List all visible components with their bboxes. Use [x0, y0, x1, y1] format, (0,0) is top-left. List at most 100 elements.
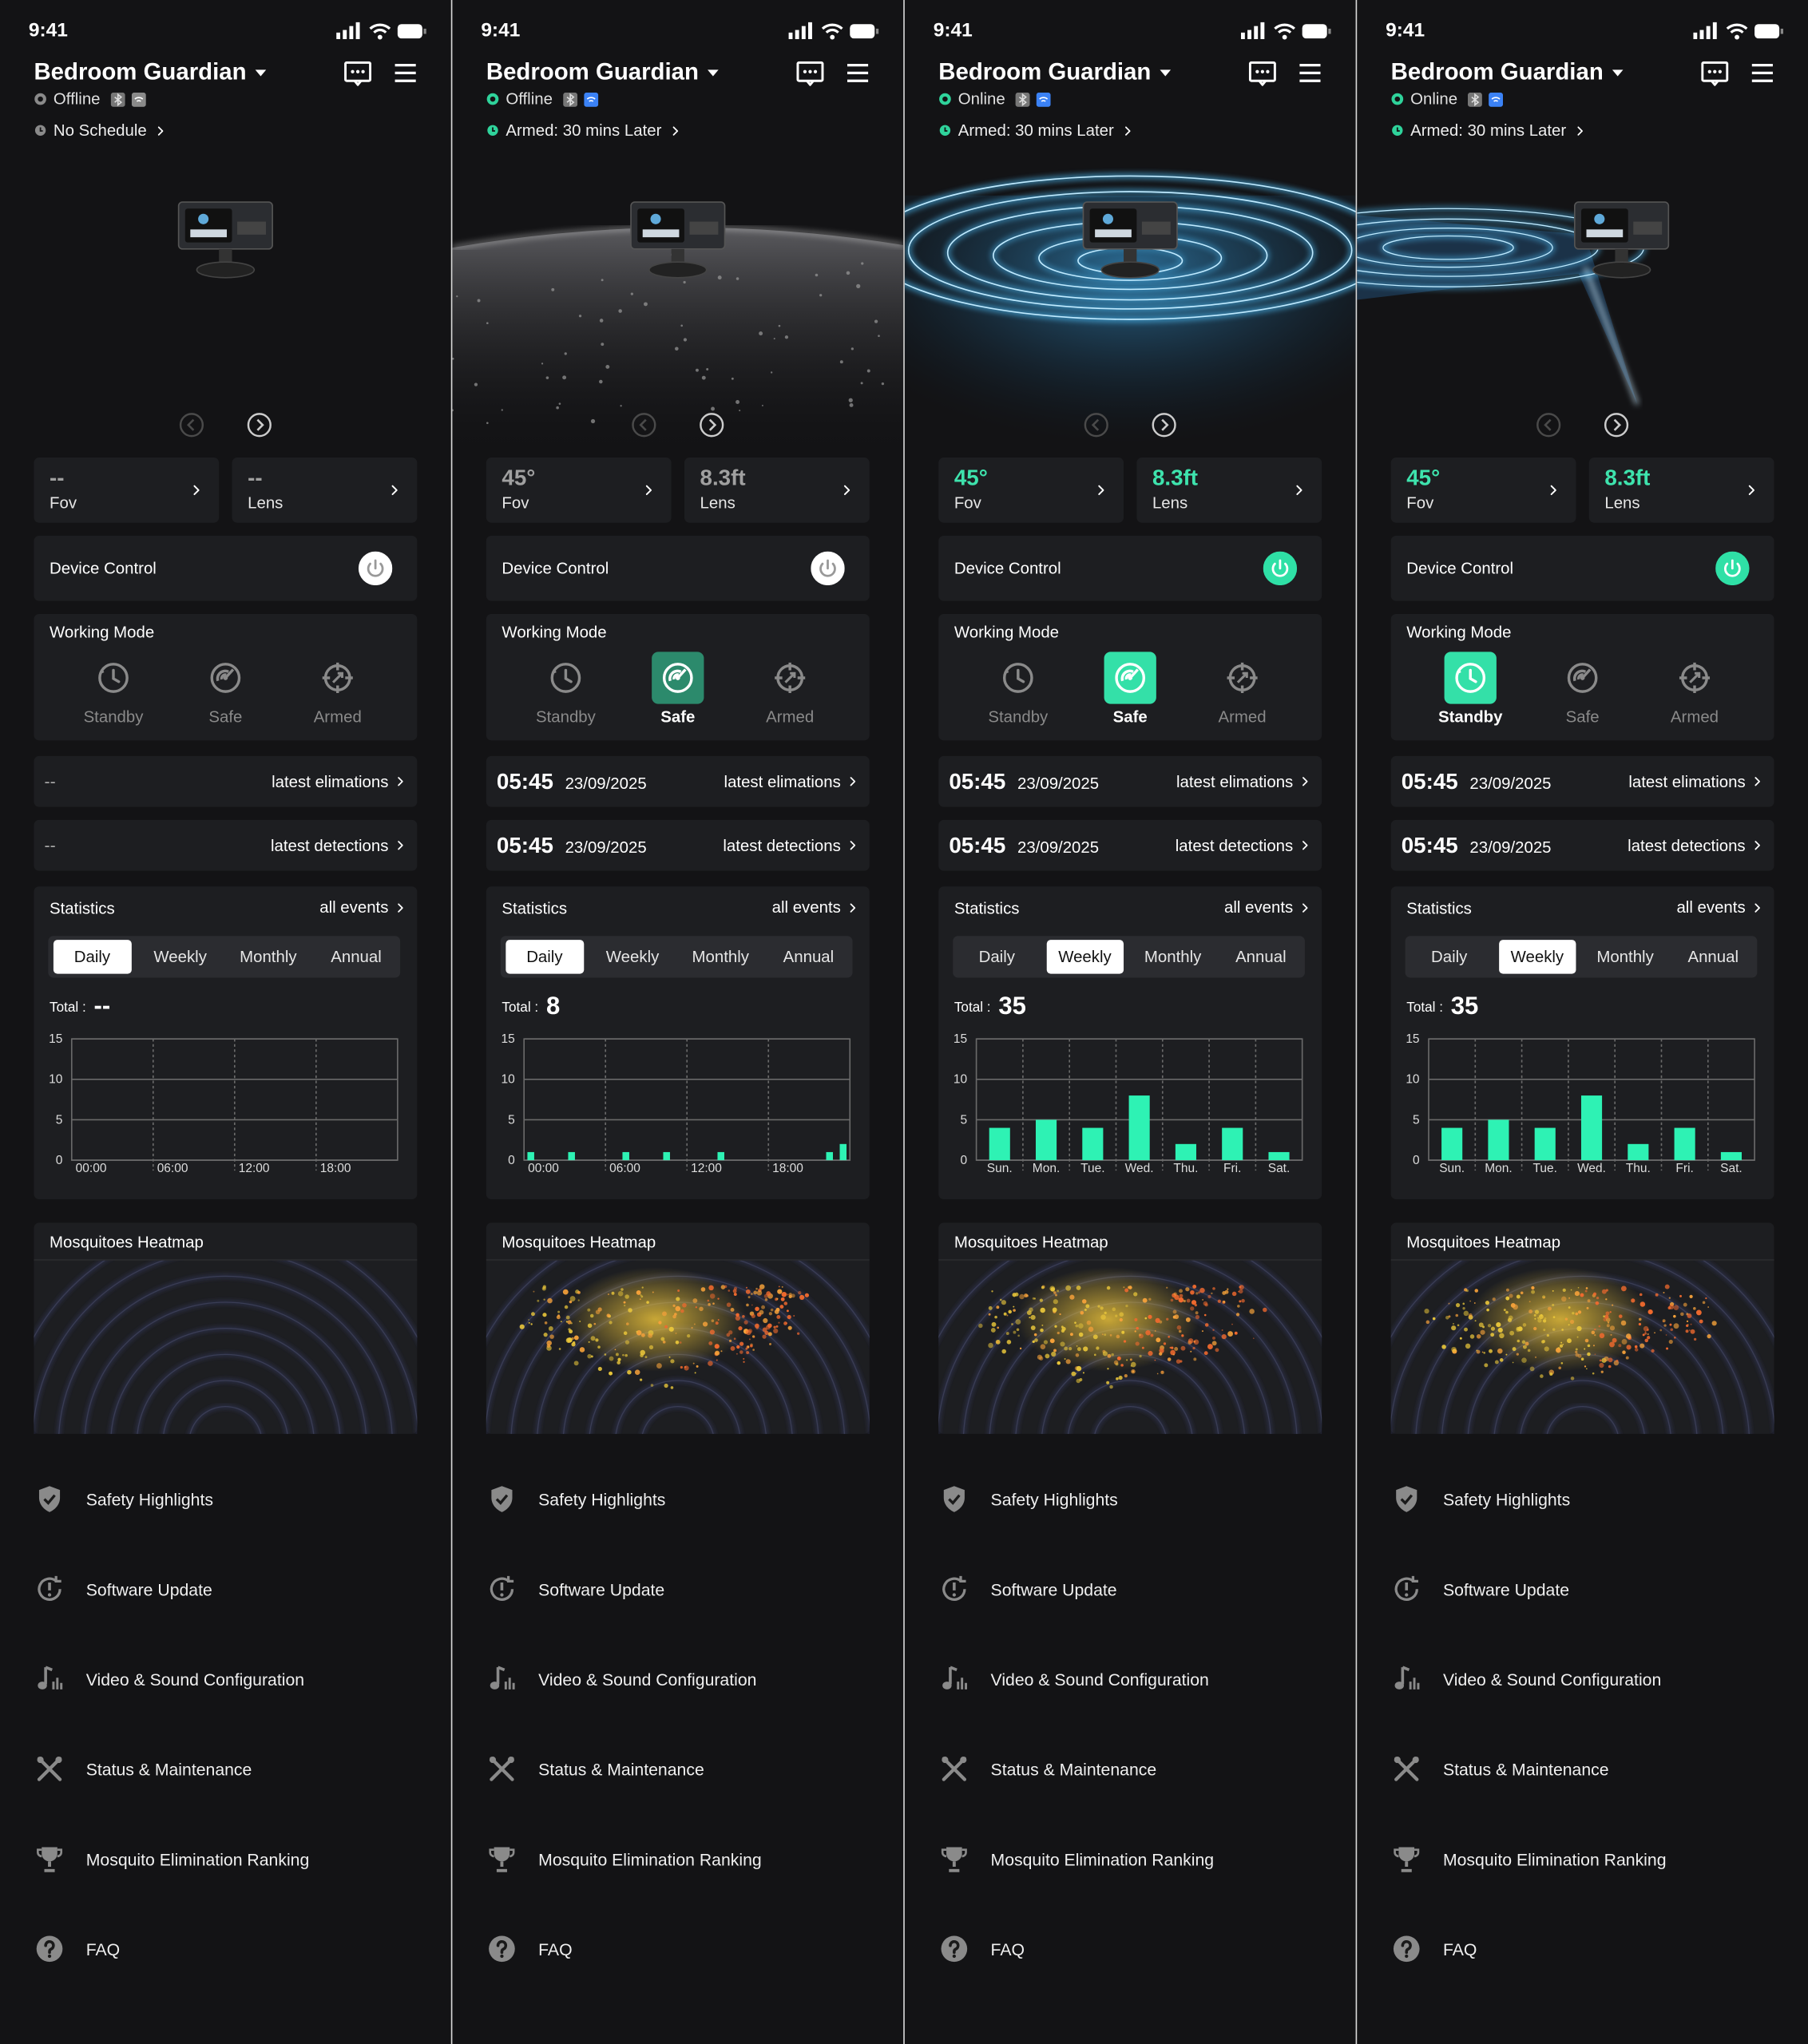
- period-tab[interactable]: Daily: [978, 947, 1015, 966]
- power-button[interactable]: [358, 551, 393, 586]
- lens-card[interactable]: 8.3ft Lens: [1588, 458, 1774, 523]
- mode-label[interactable]: Standby: [1437, 707, 1503, 727]
- schedule-row[interactable]: No Schedule: [34, 121, 166, 140]
- eliminations-link[interactable]: latest elimations: [724, 756, 859, 807]
- menu-item[interactable]: FAQ: [1391, 1931, 1774, 1967]
- prev-view-button[interactable]: [631, 412, 657, 438]
- mode-icon[interactable]: [319, 660, 356, 696]
- menu-item[interactable]: Mosquito Elimination Ranking: [938, 1840, 1322, 1877]
- mode-label[interactable]: Standby: [535, 707, 596, 727]
- power-button[interactable]: [1263, 551, 1298, 586]
- all-events-link[interactable]: all events: [1676, 898, 1763, 917]
- fov-card[interactable]: 45° Fov: [1390, 458, 1576, 523]
- menu-item[interactable]: Software Update: [938, 1571, 1322, 1607]
- mode-icon[interactable]: [1676, 660, 1713, 696]
- menu-item[interactable]: Safety Highlights: [938, 1481, 1322, 1518]
- messages-button[interactable]: [344, 61, 372, 86]
- period-tab[interactable]: Monthly: [692, 947, 749, 966]
- menu-item[interactable]: Software Update: [486, 1571, 870, 1607]
- menu-item[interactable]: Safety Highlights: [34, 1481, 417, 1518]
- mode-icon[interactable]: [1000, 660, 1037, 696]
- all-events-link[interactable]: all events: [1224, 898, 1311, 917]
- menu-item[interactable]: Software Update: [34, 1571, 417, 1607]
- mode-label[interactable]: Safe: [660, 707, 696, 727]
- menu-button[interactable]: [846, 62, 869, 83]
- period-tab[interactable]: Weekly: [1498, 940, 1576, 974]
- mode-icon[interactable]: [208, 660, 244, 696]
- menu-item[interactable]: Safety Highlights: [486, 1481, 870, 1518]
- header-title-row[interactable]: Bedroom Guardian: [34, 58, 267, 85]
- detections-link[interactable]: latest detections: [1628, 820, 1763, 871]
- all-events-link[interactable]: all events: [772, 898, 859, 917]
- messages-button[interactable]: [1701, 61, 1729, 86]
- menu-item[interactable]: Mosquito Elimination Ranking: [34, 1840, 417, 1877]
- mode-icon[interactable]: [660, 660, 696, 696]
- menu-item[interactable]: Video & Sound Configuration: [34, 1661, 417, 1697]
- lens-card[interactable]: 8.3ft Lens: [684, 458, 870, 523]
- eliminations-card[interactable]: 05:45 23/09/2025 latest elimations: [486, 755, 870, 807]
- schedule-row[interactable]: Armed: 30 mins Later: [1391, 121, 1586, 140]
- header-title-row[interactable]: Bedroom Guardian: [938, 58, 1172, 85]
- menu-item[interactable]: Status & Maintenance: [938, 1751, 1322, 1788]
- eliminations-link[interactable]: latest elimations: [1176, 756, 1311, 807]
- period-tab[interactable]: Monthly: [1144, 947, 1202, 966]
- mode-label[interactable]: Safe: [1565, 707, 1600, 727]
- mode-label[interactable]: Armed: [1218, 707, 1267, 727]
- menu-item[interactable]: Status & Maintenance: [486, 1751, 870, 1788]
- next-view-button[interactable]: [1604, 412, 1630, 438]
- period-tab[interactable]: Weekly: [605, 947, 660, 966]
- menu-item[interactable]: Software Update: [1391, 1571, 1774, 1607]
- schedule-row[interactable]: Armed: 30 mins Later: [938, 121, 1133, 140]
- fov-card[interactable]: 45° Fov: [938, 458, 1124, 523]
- power-button[interactable]: [1715, 551, 1750, 586]
- mode-label[interactable]: Armed: [766, 707, 815, 727]
- menu-item[interactable]: Video & Sound Configuration: [938, 1661, 1322, 1697]
- detections-card[interactable]: 05:45 23/09/2025 latest detections: [1390, 819, 1774, 871]
- next-view-button[interactable]: [1151, 412, 1177, 438]
- detections-link[interactable]: latest detections: [723, 820, 858, 871]
- detections-link[interactable]: latest detections: [271, 820, 406, 871]
- power-button[interactable]: [811, 551, 845, 586]
- period-tab[interactable]: Monthly: [240, 947, 297, 966]
- messages-button[interactable]: [1248, 61, 1276, 86]
- mode-icon[interactable]: [1452, 660, 1489, 696]
- header-title-row[interactable]: Bedroom Guardian: [1391, 58, 1624, 85]
- mode-icon[interactable]: [1224, 660, 1261, 696]
- eliminations-card[interactable]: -- latest elimations: [34, 755, 418, 807]
- period-tab[interactable]: Annual: [1235, 947, 1287, 966]
- mode-label[interactable]: Armed: [1670, 707, 1719, 727]
- period-tab[interactable]: Daily: [1431, 947, 1468, 966]
- detections-card[interactable]: -- latest detections: [34, 819, 418, 871]
- header-title-row[interactable]: Bedroom Guardian: [486, 58, 720, 85]
- prev-view-button[interactable]: [179, 412, 205, 438]
- mode-icon[interactable]: [95, 660, 132, 696]
- messages-button[interactable]: [796, 61, 824, 86]
- next-view-button[interactable]: [247, 412, 273, 438]
- menu-item[interactable]: FAQ: [486, 1931, 870, 1967]
- eliminations-link[interactable]: latest elimations: [1628, 756, 1763, 807]
- prev-view-button[interactable]: [1083, 412, 1109, 438]
- menu-item[interactable]: FAQ: [938, 1931, 1322, 1967]
- mode-icon[interactable]: [771, 660, 808, 696]
- menu-item[interactable]: Mosquito Elimination Ranking: [486, 1840, 870, 1877]
- menu-item[interactable]: Status & Maintenance: [1391, 1751, 1774, 1788]
- period-tab[interactable]: Monthly: [1596, 947, 1654, 966]
- menu-item[interactable]: Video & Sound Configuration: [486, 1661, 870, 1697]
- eliminations-card[interactable]: 05:45 23/09/2025 latest elimations: [1390, 755, 1774, 807]
- fov-card[interactable]: -- Fov: [34, 458, 220, 523]
- eliminations-link[interactable]: latest elimations: [272, 756, 406, 807]
- mode-label[interactable]: Standby: [988, 707, 1049, 727]
- menu-button[interactable]: [1751, 62, 1774, 83]
- period-tab[interactable]: Annual: [1687, 947, 1739, 966]
- mode-label[interactable]: Armed: [313, 707, 362, 727]
- period-tab[interactable]: Daily: [53, 940, 132, 974]
- menu-item[interactable]: Mosquito Elimination Ranking: [1391, 1840, 1774, 1877]
- lens-card[interactable]: -- Lens: [232, 458, 418, 523]
- lens-card[interactable]: 8.3ft Lens: [1136, 458, 1322, 523]
- all-events-link[interactable]: all events: [319, 898, 406, 917]
- mode-label[interactable]: Standby: [83, 707, 144, 727]
- detections-card[interactable]: 05:45 23/09/2025 latest detections: [938, 819, 1322, 871]
- menu-button[interactable]: [1299, 62, 1322, 83]
- period-tab[interactable]: Weekly: [1045, 940, 1124, 974]
- menu-item[interactable]: Video & Sound Configuration: [1391, 1661, 1774, 1697]
